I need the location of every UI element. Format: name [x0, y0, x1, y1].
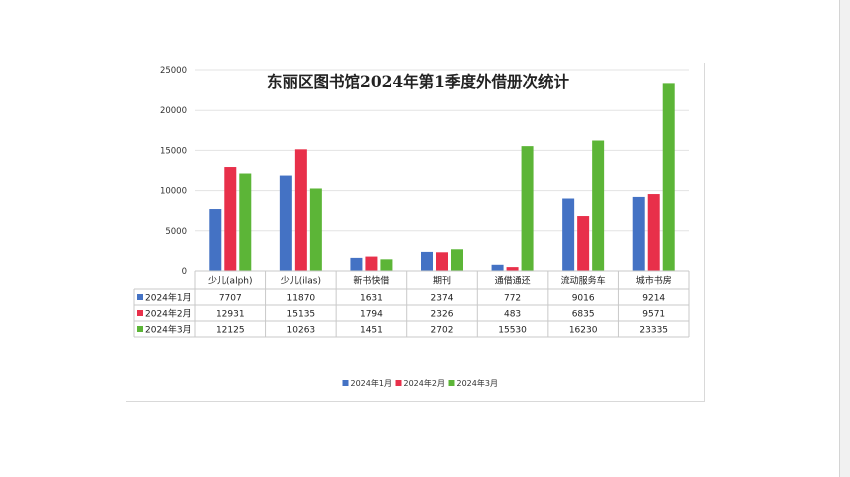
y-axis-ticks: 0 5000 10000 15000 20000 25000 — [160, 66, 187, 277]
bar — [592, 140, 605, 271]
data-label: 15135 — [287, 310, 316, 320]
data-table: 少儿(alph) 少儿(ilas) 新书快借 期刊 通借通还 流动服务车 城市书房 2024年… — [133, 270, 690, 338]
bars — [209, 83, 675, 271]
chart-title: 东丽区图书馆2024年第1季度外借册次统计 — [267, 72, 569, 91]
bar — [279, 175, 292, 271]
bar — [380, 259, 393, 271]
data-label: 10263 — [287, 326, 316, 336]
data-label: 6835 — [572, 310, 595, 320]
data-label: 12931 — [216, 310, 245, 320]
table-series-name: 2024年3月 — [145, 324, 192, 336]
data-label: 9571 — [642, 310, 665, 320]
legend-key — [342, 380, 349, 386]
data-label: 772 — [504, 294, 521, 304]
gridlines — [195, 69, 689, 272]
bar — [647, 194, 660, 271]
data-label: 1794 — [360, 310, 383, 320]
data-label: 1631 — [360, 294, 383, 304]
legend-label: 2024年2月 — [404, 378, 445, 388]
bar — [577, 216, 590, 271]
table-series-name: 2024年1月 — [145, 292, 192, 304]
category-label: 通借通还 — [495, 275, 531, 287]
table-series-name: 2024年2月 — [145, 308, 192, 320]
data-label: 9214 — [642, 294, 665, 304]
bar — [632, 196, 645, 271]
y-tick-label: 10000 — [160, 187, 187, 197]
category-label: 少儿(alph) — [208, 276, 252, 287]
chart-panel — [126, 63, 705, 402]
legend-label: 2024年1月 — [351, 378, 392, 388]
data-label: 7707 — [219, 294, 242, 304]
y-tick-label: 25000 — [160, 66, 187, 76]
bar — [662, 83, 675, 271]
bar — [521, 146, 534, 271]
data-label: 23335 — [639, 326, 668, 336]
category-label: 期刊 — [433, 275, 451, 287]
y-tick-label: 0 — [182, 267, 187, 277]
table-legend-key — [137, 294, 143, 300]
bar — [209, 209, 222, 271]
data-label: 12125 — [216, 326, 245, 336]
data-label: 1451 — [360, 326, 383, 336]
table-legend-key — [137, 310, 143, 316]
bar — [365, 256, 378, 271]
bar — [562, 198, 575, 271]
data-label: 483 — [504, 310, 521, 320]
bar — [421, 251, 433, 271]
legend-key — [395, 380, 402, 386]
y-tick-label: 5000 — [165, 227, 187, 237]
bar — [224, 167, 237, 271]
bar — [506, 267, 519, 271]
table-legend-key — [137, 326, 143, 332]
data-label: 2702 — [431, 326, 454, 336]
y-tick-label: 15000 — [160, 146, 187, 156]
data-label: 9016 — [572, 294, 595, 304]
category-label: 流动服务车 — [561, 275, 606, 287]
category-label: 少儿(ilas) — [281, 276, 321, 287]
window-right-edge — [839, 0, 850, 477]
bar — [436, 252, 448, 271]
bar — [239, 173, 252, 271]
bar — [350, 257, 363, 271]
bar — [491, 264, 504, 271]
data-label: 15530 — [498, 326, 527, 336]
data-label: 11870 — [287, 294, 316, 304]
data-label: 16230 — [569, 326, 598, 336]
bar — [451, 249, 463, 271]
category-label: 新书快借 — [353, 275, 389, 287]
legend: 2024年1月 2024年2月 2024年3月 — [342, 378, 498, 388]
data-label: 2326 — [431, 310, 454, 320]
category-label: 城市书房 — [636, 275, 672, 287]
data-label: 2374 — [431, 294, 454, 304]
legend-label: 2024年3月 — [457, 378, 498, 388]
legend-key — [448, 380, 455, 386]
y-tick-label: 20000 — [160, 106, 187, 116]
bar — [294, 149, 307, 271]
bar — [309, 188, 322, 271]
